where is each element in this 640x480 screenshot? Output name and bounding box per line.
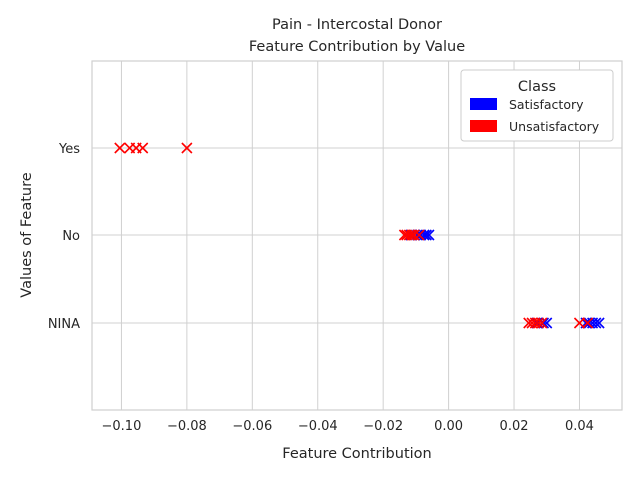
legend-title: Class [518, 79, 556, 95]
x-tick-label: 0.00 [434, 419, 463, 434]
legend-swatch-satisfactory [470, 98, 497, 110]
y-tick-label: Yes [58, 142, 80, 157]
x-tick-label: −0.02 [363, 419, 403, 434]
y-tick-labels: Yes No NINA [48, 142, 80, 332]
data-point-unsatisfactory [536, 317, 548, 329]
data-point-satisfactory [418, 229, 430, 241]
x-tick-label: −0.04 [298, 419, 338, 434]
x-tick-label: 0.04 [565, 419, 594, 434]
data-point-unsatisfactory [403, 229, 415, 241]
y-tick-label: No [62, 229, 80, 244]
chart-title-line-1: Pain - Intercostal Donor [272, 17, 442, 33]
x-axis-label: Feature Contribution [282, 446, 431, 462]
plot-frame [91, 60, 623, 411]
chart-title-line-2: Feature Contribution by Value [249, 39, 465, 55]
legend: Class Satisfactory Unsatisfactory [460, 69, 614, 142]
y-axis-label: Values of Feature [19, 172, 35, 297]
data-point-unsatisfactory [533, 317, 545, 329]
x-tick-label: 0.02 [500, 419, 529, 434]
data-point-satisfactory [537, 317, 550, 329]
data-point-satisfactory [590, 317, 602, 329]
data-point-satisfactory [541, 317, 553, 329]
data-point-unsatisfactory [413, 229, 425, 241]
y-tick-label: NINA [48, 317, 80, 332]
x-tick-label: −0.10 [102, 419, 142, 434]
legend-box [460, 69, 614, 142]
data-point-unsatisfactory [114, 142, 126, 154]
data-point-unsatisfactory [408, 229, 420, 241]
data-point-satisfactory [423, 229, 435, 241]
legend-label-satisfactory: Satisfactory [509, 97, 584, 112]
data-point-unsatisfactory [181, 142, 193, 154]
data-point-satisfactory [593, 317, 605, 329]
data-point-unsatisfactory [582, 317, 594, 329]
x-tick-label: −0.08 [167, 419, 207, 434]
x-tick-label: −0.06 [232, 419, 272, 434]
legend-swatch-unsatisfactory [470, 120, 497, 132]
x-tick-labels: −0.10 −0.08 −0.06 −0.04 −0.02 0.00 0.02 0.04 [102, 419, 594, 434]
legend-label-unsatisfactory: Unsatisfactory [509, 119, 600, 134]
points-layer [114, 142, 605, 329]
grid-layer [92, 61, 622, 410]
data-point-unsatisfactory [573, 317, 586, 329]
data-point-unsatisfactory [137, 142, 149, 154]
